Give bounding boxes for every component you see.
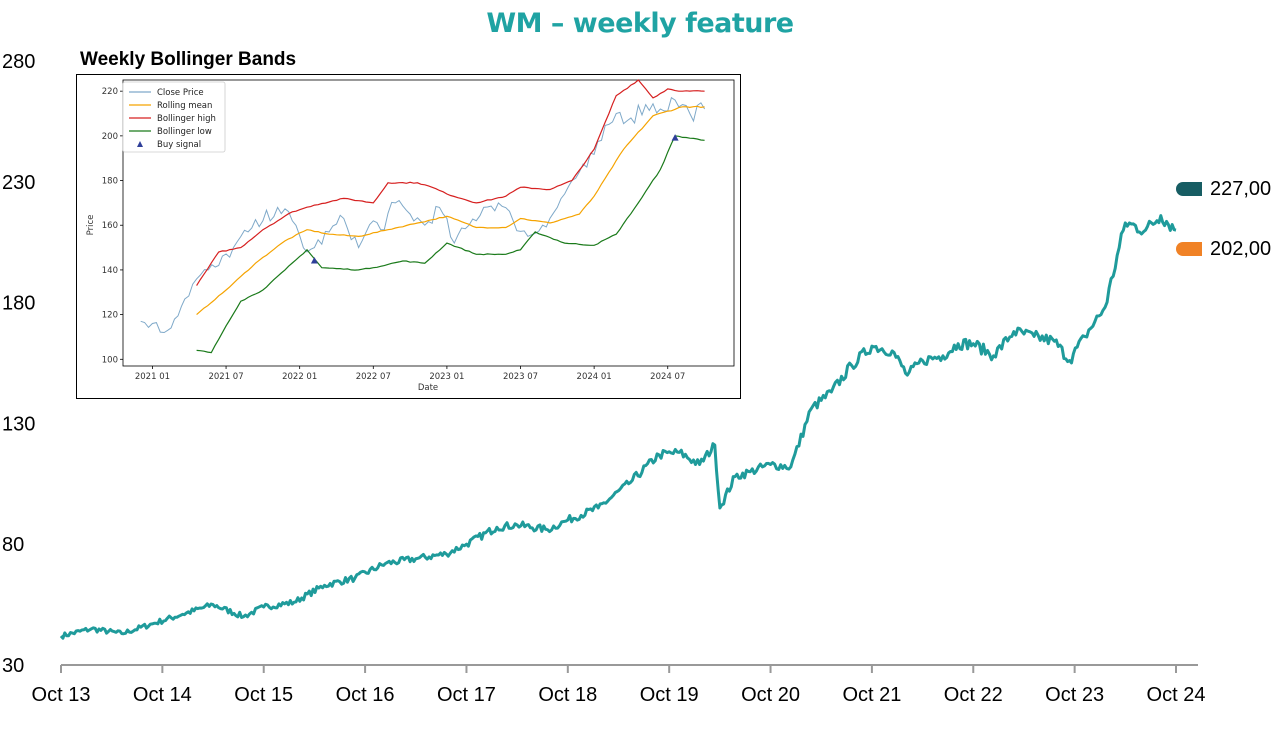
inset-chart: 100 120 140 160 180 200 220 2021 01 2021 07 2022 …	[76, 74, 741, 399]
inset-line-close-price	[140, 96, 706, 334]
main-y-tick-label: 30	[2, 655, 24, 677]
inset-x-tick-label: 2021 01	[135, 372, 170, 382]
main-x-tick-label: Oct 20	[741, 684, 800, 706]
inset-y-label: Price	[86, 215, 96, 236]
main-series-line	[59, 214, 1177, 640]
price-label-high: 227,00	[1210, 178, 1272, 200]
buy-signal-marker	[310, 256, 318, 264]
inset-y-tick-label: 220	[102, 87, 118, 97]
inset-y-tick-label: 100	[102, 355, 118, 365]
main-y-tick-label: 180	[2, 293, 35, 315]
inset-y-tick-label: 180	[102, 177, 118, 187]
inset-x-tick-label: 2024 01	[577, 372, 612, 382]
inset-line-bollinger-low	[196, 135, 705, 354]
main-y-axis: 30 80 130 180 230 280	[2, 51, 35, 677]
main-x-tick-label: Oct 14	[133, 684, 192, 706]
inset-x-tick-label: 2021 07	[208, 372, 243, 382]
inset-x-tick-label: 2022 01	[282, 372, 317, 382]
inset-line-rolling-mean	[196, 105, 705, 316]
main-x-tick-label: Oct 17	[437, 684, 496, 706]
main-x-tick-label: Oct 21	[842, 684, 901, 706]
inset-y-tick-label: 200	[102, 132, 118, 142]
inset-legend: Close Price Rolling mean Bollinger high …	[122, 81, 226, 153]
inset-x-tick-label: 2024 07	[650, 372, 685, 382]
inset-plot: 100 120 140 160 180 200 220 2021 01 2021 07 2022 …	[86, 79, 735, 393]
inset-axes: 100 120 140 160 180 200 220 2021 01 2021 07 2022 …	[102, 87, 686, 382]
inset-y-tick-label: 160	[102, 221, 118, 231]
inset-title: Weekly Bollinger Bands	[80, 49, 297, 70]
inset-legend-box	[122, 81, 226, 153]
main-x-tick-label: Oct 24	[1147, 684, 1206, 706]
buy-signal-marker	[671, 134, 679, 141]
inset-series	[140, 79, 706, 354]
inset-line-bollinger-high	[196, 79, 705, 286]
legend-label-bollinger-high: Bollinger high	[157, 114, 216, 124]
main-x-tick-label: Oct 16	[336, 684, 395, 706]
main-x-axis: Oct 13 Oct 14 Oct 15 Oct 16 Oct 17 Oct 18 Oct …	[32, 664, 1206, 706]
main-x-tick-label: Oct 18	[538, 684, 597, 706]
price-badge-high	[1176, 182, 1202, 196]
legend-label-rolling-mean: Rolling mean	[157, 101, 212, 111]
inset-x-tick-label: 2022 07	[356, 372, 391, 382]
legend-label-bollinger-low: Bollinger low	[157, 127, 212, 137]
price-label-low: 202,00	[1210, 238, 1272, 260]
main-x-tick-label: Oct 13	[32, 684, 91, 706]
main-y-tick-label: 80	[2, 534, 24, 556]
legend-swatch-buy-signal	[137, 141, 143, 147]
main-x-tick-label: Oct 19	[640, 684, 699, 706]
chart-title: WM – weekly feature	[486, 8, 794, 39]
inset-y-tick-label: 120	[102, 311, 118, 321]
inset-plot-frame	[122, 79, 735, 367]
main-y-tick-label: 230	[2, 172, 35, 194]
inset-x-label: Date	[418, 383, 438, 393]
inset-x-tick-label: 2023 01	[429, 372, 464, 382]
legend-label-buy-signal: Buy signal	[157, 140, 201, 150]
inset-y-tick-label: 140	[102, 266, 118, 276]
inset-x-tick-label: 2023 07	[503, 372, 538, 382]
main-x-tick-label: Oct 22	[944, 684, 1003, 706]
main-y-tick-label: 280	[2, 51, 35, 73]
main-x-tick-label: Oct 15	[234, 684, 293, 706]
price-badge-low	[1176, 242, 1202, 256]
legend-label-close-price: Close Price	[157, 88, 204, 98]
main-y-tick-label: 130	[2, 413, 35, 435]
main-x-tick-label: Oct 23	[1045, 684, 1104, 706]
